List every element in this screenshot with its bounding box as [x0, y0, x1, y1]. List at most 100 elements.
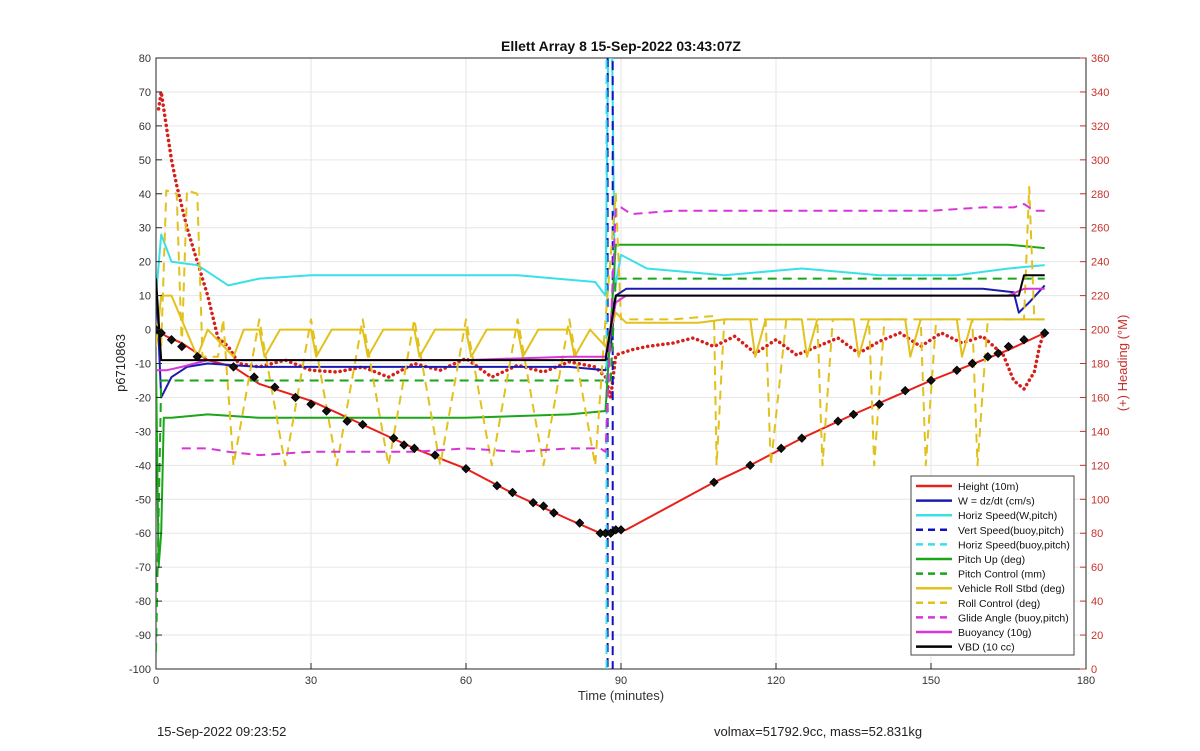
- height-marker: [166, 335, 177, 345]
- height-marker: [342, 416, 352, 426]
- legend-label-buoyancy-10g: Buoyancy (10g): [958, 627, 1032, 639]
- y-right-tick-label: 160: [1091, 392, 1109, 404]
- x-axis-label: Time (minutes): [578, 688, 664, 703]
- y-right-tick-label: 340: [1091, 87, 1109, 99]
- height-marker: [492, 480, 502, 491]
- height-marker: [156, 328, 166, 338]
- y-right-tick-label: 0: [1091, 664, 1097, 676]
- y-left-tick-label: -30: [135, 426, 151, 438]
- height-marker: [321, 406, 332, 416]
- legend-label-roll-control-deg: Roll Control (deg): [958, 598, 1040, 610]
- height-marker: [409, 443, 420, 454]
- series-vehicle-roll-stbd-deg: [156, 294, 1045, 358]
- y-right-tick-label: 280: [1091, 189, 1109, 201]
- y-left-tick-label: 10: [139, 291, 151, 303]
- height-marker: [745, 460, 755, 471]
- legend-label-horiz-speed-w-pitch: Horiz Speed(W,pitch): [958, 510, 1057, 522]
- height-marker: [507, 487, 518, 498]
- height-marker: [399, 440, 409, 450]
- legend-label-glide-angle-buoy-pitch: Glide Angle (buoy,pitch): [958, 612, 1069, 624]
- y-right-tick-label: 300: [1091, 155, 1109, 167]
- height-marker: [874, 399, 885, 409]
- height-marker: [993, 348, 1003, 359]
- y-left-tick-label: 50: [139, 155, 151, 167]
- height-marker: [967, 358, 978, 369]
- y-left-tick-label: 70: [139, 87, 151, 99]
- y-left-tick-label: -20: [135, 392, 151, 404]
- height-marker: [388, 433, 399, 443]
- x-axis: 0 30 60 90 120 150 180: [153, 663, 1095, 687]
- y-left-tick-label: -100: [129, 664, 151, 676]
- height-marker: [538, 501, 549, 511]
- y-right-tick-label: 320: [1091, 121, 1109, 133]
- y-left-tick-label: 0: [145, 325, 151, 337]
- height-marker: [574, 518, 585, 528]
- y-left-tick-label: -80: [135, 596, 151, 608]
- legend-label-pitch-up-deg: Pitch Up (deg): [958, 554, 1025, 566]
- height-marker: [616, 525, 626, 535]
- series-heading: [156, 91, 1047, 398]
- y-right-tick-label: 100: [1091, 494, 1109, 506]
- y-right-tick-label: 140: [1091, 426, 1109, 438]
- series-pitch-up-deg: [156, 243, 1045, 569]
- y-left-tick-label: -90: [135, 630, 151, 642]
- height-marker: [357, 419, 368, 430]
- y-left-tick-label: -50: [135, 494, 151, 506]
- height-marker: [528, 497, 538, 508]
- footer-timestamp: 15-Sep-2022 09:23:52: [157, 724, 287, 739]
- series-horiz-speed-w-pitch: [156, 58, 1045, 297]
- legend-label-vehicle-roll-stbd-deg: Vehicle Roll Stbd (deg): [958, 583, 1065, 595]
- height-marker: [549, 508, 559, 518]
- y-right-tick-label: 240: [1091, 257, 1109, 269]
- height-marker: [776, 443, 786, 454]
- x-tick-label: 180: [1077, 675, 1095, 687]
- y-right-tick-label: 360: [1091, 53, 1109, 65]
- height-marker: [848, 409, 859, 420]
- series-layer: [156, 58, 1047, 669]
- chart-title: Ellett Array 8 15-Sep-2022 03:43:07Z: [501, 38, 741, 54]
- y-left-tick-label: 40: [139, 189, 151, 201]
- y-left-tick-label: -70: [135, 562, 151, 574]
- y-right-tick-label: 20: [1091, 630, 1103, 642]
- x-tick-label: 0: [153, 675, 159, 687]
- y-left-tick-label: 30: [139, 223, 151, 235]
- height-marker: [926, 375, 936, 386]
- height-marker: [177, 341, 187, 352]
- height-marker: [430, 450, 440, 460]
- y-axis-right-label: (+) Heading (°M): [1115, 315, 1130, 412]
- height-marker: [1003, 341, 1014, 352]
- y-right-tick-label: 80: [1091, 528, 1103, 540]
- legend-label-vert-speed-buoy-pitch: Vert Speed(buoy,pitch): [958, 525, 1064, 537]
- series-glide-angle-buoy-pitch: [181, 203, 1045, 457]
- series-vbd-10-cc: [156, 274, 1045, 362]
- y-left-tick-label: 20: [139, 257, 151, 269]
- height-marker: [833, 416, 843, 426]
- y-right-tick-label: 120: [1091, 460, 1109, 472]
- legend-label-pitch-control-mm: Pitch Control (mm): [958, 569, 1046, 581]
- x-tick-label: 150: [922, 675, 940, 687]
- legend-label-vbd-10-cc: VBD (10 cc): [958, 642, 1015, 654]
- right-axis: 0 20 40 60 80 100 120 140 160 180 200 220 240 260 280 3…: [1080, 53, 1109, 676]
- series-pitch-control-mm: [156, 277, 1045, 653]
- height-marker: [952, 365, 962, 375]
- height-marker: [192, 352, 203, 362]
- height-marker: [983, 352, 993, 362]
- y-left-tick-label: -10: [135, 359, 151, 371]
- y-right-tick-label: 60: [1091, 562, 1103, 574]
- y-left-tick-label: -40: [135, 460, 151, 472]
- height-marker: [228, 362, 239, 372]
- y-axis-left-label: p6710863: [113, 334, 128, 392]
- height-marker: [270, 382, 280, 392]
- y-right-tick-label: 40: [1091, 596, 1103, 608]
- height-marker: [249, 372, 259, 382]
- y-right-tick-label: 260: [1091, 223, 1109, 235]
- legend-label-horiz-speed-buoy-pitch: Horiz Speed(buoy,pitch): [958, 539, 1070, 551]
- legend: Height (10m) W = dz/dt (cm/s) Horiz Speed(…: [910, 475, 1075, 656]
- height-marker: [797, 433, 807, 443]
- markers-layer: [156, 324, 1050, 538]
- left-axis: -100-90-80-70-60-50-40-30-20-10010203040…: [129, 53, 162, 676]
- x-tick-label: 120: [767, 675, 785, 687]
- series-roll-control-deg: [160, 186, 1045, 467]
- height-marker: [306, 399, 316, 409]
